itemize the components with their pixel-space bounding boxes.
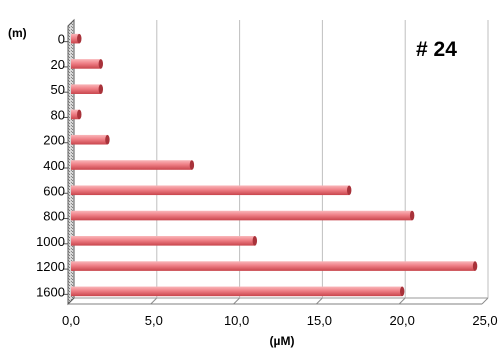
y-tick-label: 1000 [36, 234, 65, 249]
y-tick-label: 0 [58, 32, 65, 47]
x-tick-label: 0,0 [62, 313, 80, 328]
bar-cap [77, 33, 82, 44]
y-tick-label: 1600 [36, 284, 65, 299]
y-tick-label: 20 [51, 57, 65, 72]
bar-body [71, 185, 350, 196]
bar [71, 261, 478, 271]
bar-body [71, 33, 80, 44]
bar [71, 236, 258, 246]
bar-cap [105, 134, 110, 145]
bar-body [71, 134, 108, 145]
y-tick-label: 80 [51, 107, 65, 122]
bar-body [71, 261, 476, 271]
bar-cap [409, 210, 415, 221]
bars [71, 33, 478, 297]
bar [71, 210, 415, 221]
x-tick-label: 20,0 [390, 313, 415, 328]
y-tick-label: 400 [43, 158, 65, 173]
bar [71, 286, 405, 297]
x-tick-label: 25,0 [472, 313, 497, 328]
bar-cap [98, 84, 104, 94]
bar-body [71, 84, 101, 94]
bar-cap [77, 109, 82, 120]
x-tick-label: 10,0 [224, 313, 249, 328]
y-tick-label: 200 [43, 133, 65, 148]
bar-body [71, 210, 413, 221]
bar [71, 84, 104, 94]
floor-edge [481, 297, 489, 305]
y-axis-label: (m) [8, 26, 27, 40]
x-tick-label: 15,0 [307, 313, 332, 328]
floor-edge [233, 297, 240, 305]
annotation-label: # 24 [416, 38, 457, 61]
bar [71, 160, 195, 170]
floor-edge [150, 297, 158, 305]
bar [71, 33, 82, 44]
floor-edge [316, 297, 323, 305]
gridlines [67, 20, 489, 305]
x-axis-label: (µM) [270, 334, 295, 348]
bar-cap [189, 160, 195, 170]
y-tick-label: 800 [43, 209, 65, 224]
bar [71, 134, 110, 145]
x-tick-label: 5,0 [145, 313, 163, 328]
bar-cap [347, 185, 352, 196]
bar [71, 109, 82, 120]
bar [71, 185, 352, 196]
bar-body [71, 109, 80, 120]
bar-cap [472, 261, 478, 271]
bar-cap [98, 59, 104, 69]
bar-body [71, 286, 403, 297]
floor-edge [398, 297, 406, 305]
y-tick-label: 1200 [36, 259, 65, 274]
y-tick-label: 50 [51, 82, 65, 97]
bar-cap [252, 236, 258, 246]
bar-body [71, 59, 101, 69]
x-tick-labels: 0,0 5,0 10,0 15,0 20,0 25,0 [62, 313, 498, 328]
bar-cap [400, 286, 405, 297]
y-tick-labels: 0 20 50 80 200 400 600 800 1000 1200 1600 [36, 32, 68, 299]
bar-body [71, 236, 255, 246]
bar-body [71, 160, 192, 170]
y-tick-label: 600 [43, 183, 65, 198]
bar [71, 59, 104, 69]
